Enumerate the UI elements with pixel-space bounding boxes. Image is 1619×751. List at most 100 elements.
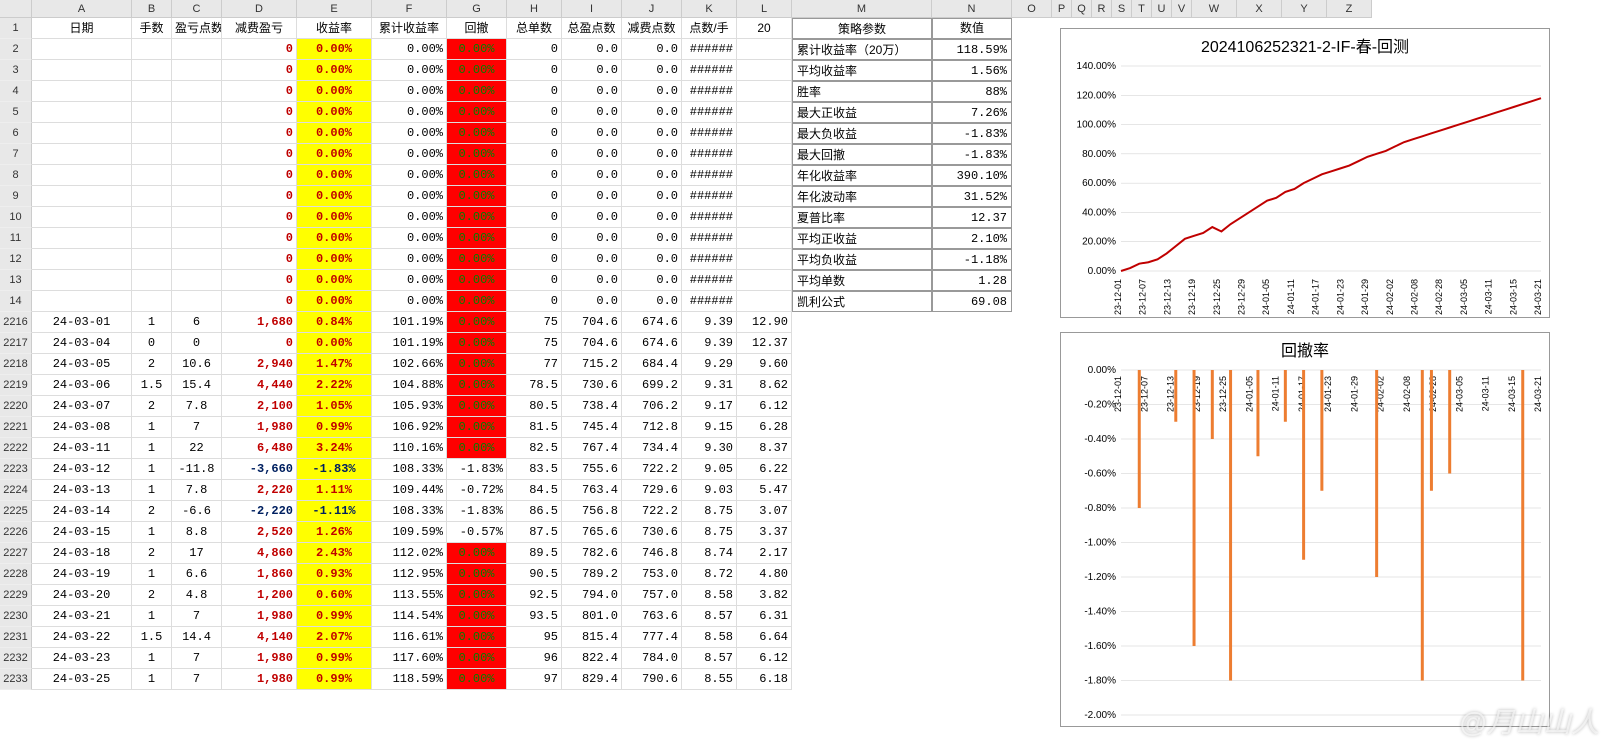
cell[interactable]: 7	[172, 606, 222, 627]
cell[interactable]	[737, 60, 792, 81]
cell[interactable]: 24-03-01	[32, 312, 132, 333]
cell[interactable]: 回撤	[447, 18, 507, 39]
col-header-V[interactable]: V	[1172, 0, 1192, 17]
col-header-N[interactable]: N	[932, 0, 1012, 17]
cell[interactable]: 2.43%	[297, 543, 372, 564]
cell[interactable]: 0	[507, 165, 562, 186]
cell[interactable]: 0.00%	[447, 186, 507, 207]
cell[interactable]: 0.00%	[372, 102, 447, 123]
col-header-C[interactable]: C	[172, 0, 222, 17]
cell[interactable]: 782.6	[562, 543, 622, 564]
cell[interactable]: 8.62	[737, 375, 792, 396]
cell[interactable]: 0.99%	[297, 669, 372, 690]
cell[interactable]: ######	[682, 165, 737, 186]
cell[interactable]: 日期	[32, 18, 132, 39]
cell[interactable]: 1	[132, 606, 172, 627]
cell[interactable]: 9.05	[682, 459, 737, 480]
cell[interactable]: 2	[132, 396, 172, 417]
cell[interactable]: 90.5	[507, 564, 562, 585]
cell[interactable]: 0.00%	[297, 207, 372, 228]
cell[interactable]: 822.4	[562, 648, 622, 669]
cell[interactable]: 113.55%	[372, 585, 447, 606]
col-header-O[interactable]: O	[1012, 0, 1052, 17]
cell[interactable]: 0.00%	[372, 144, 447, 165]
col-header-J[interactable]: J	[622, 0, 682, 17]
cell[interactable]	[32, 291, 132, 312]
col-header-A[interactable]: A	[32, 0, 132, 17]
row-header[interactable]: 11	[0, 228, 32, 249]
cell[interactable]: 0	[222, 207, 297, 228]
row-header[interactable]: 3	[0, 60, 32, 81]
cell[interactable]	[737, 186, 792, 207]
cell[interactable]: 8.75	[682, 522, 737, 543]
cell[interactable]: 3.24%	[297, 438, 372, 459]
cell[interactable]: 712.8	[622, 417, 682, 438]
cell[interactable]: 6.28	[737, 417, 792, 438]
cell[interactable]: ######	[682, 207, 737, 228]
cell[interactable]: 8.57	[682, 648, 737, 669]
cell[interactable]: 24-03-20	[32, 585, 132, 606]
cell[interactable]: 116.61%	[372, 627, 447, 648]
cell[interactable]: 745.4	[562, 417, 622, 438]
cell[interactable]: 7.8	[172, 396, 222, 417]
cell[interactable]: 0.0	[562, 186, 622, 207]
cell[interactable]: 3.82	[737, 585, 792, 606]
cell[interactable]: ######	[682, 270, 737, 291]
cell[interactable]: 0	[222, 39, 297, 60]
cell[interactable]: 0.00%	[447, 669, 507, 690]
cell[interactable]	[132, 81, 172, 102]
cell[interactable]	[172, 228, 222, 249]
row-header[interactable]: 2217	[0, 333, 32, 354]
cell[interactable]: 101.19%	[372, 312, 447, 333]
cell[interactable]	[32, 60, 132, 81]
cell[interactable]: 1,980	[222, 648, 297, 669]
cell[interactable]: 93.5	[507, 606, 562, 627]
cell[interactable]: 12.37	[737, 333, 792, 354]
cell[interactable]: 106.92%	[372, 417, 447, 438]
row-header[interactable]: 2232	[0, 648, 32, 669]
cell[interactable]: 1	[132, 669, 172, 690]
col-header-X[interactable]: X	[1237, 0, 1282, 17]
cell[interactable]: -1.83%	[297, 459, 372, 480]
row-header[interactable]: 2216	[0, 312, 32, 333]
cell[interactable]: 829.4	[562, 669, 622, 690]
cell[interactable]: 2,100	[222, 396, 297, 417]
col-header-G[interactable]: G	[447, 0, 507, 17]
cell[interactable]: 789.2	[562, 564, 622, 585]
cell[interactable]: ######	[682, 291, 737, 312]
cell[interactable]: 6,480	[222, 438, 297, 459]
cell[interactable]: 收益率	[297, 18, 372, 39]
row-header[interactable]: 1	[0, 18, 32, 39]
cells-bottom[interactable]: 24-03-01161,6800.84%101.19%0.00%75704.66…	[32, 312, 792, 690]
cell[interactable]: 763.6	[622, 606, 682, 627]
row-header[interactable]: 8	[0, 165, 32, 186]
cell[interactable]: 0	[222, 270, 297, 291]
cell[interactable]: 101.19%	[372, 333, 447, 354]
cell[interactable]: 22	[172, 438, 222, 459]
cell[interactable]: 0	[222, 123, 297, 144]
col-header-B[interactable]: B	[132, 0, 172, 17]
cell[interactable]: 0.00%	[297, 333, 372, 354]
cell[interactable]: 0.00%	[372, 249, 447, 270]
cell[interactable]: 0	[172, 333, 222, 354]
cell[interactable]: 86.5	[507, 501, 562, 522]
cell[interactable]: 24-03-06	[32, 375, 132, 396]
cell[interactable]: 763.4	[562, 480, 622, 501]
cell[interactable]: 83.5	[507, 459, 562, 480]
cell[interactable]	[172, 186, 222, 207]
cell[interactable]: 109.44%	[372, 480, 447, 501]
cell[interactable]: 0.0	[622, 123, 682, 144]
cell[interactable]: 0.00%	[372, 291, 447, 312]
cell[interactable]	[172, 249, 222, 270]
cell[interactable]: 4,440	[222, 375, 297, 396]
col-header-I[interactable]: I	[562, 0, 622, 17]
cell[interactable]: -1.83%	[447, 501, 507, 522]
col-header-H[interactable]: H	[507, 0, 562, 17]
cell[interactable]: 8.8	[172, 522, 222, 543]
cell[interactable]: 0.00%	[447, 102, 507, 123]
cell[interactable]: 109.59%	[372, 522, 447, 543]
row-header[interactable]: 13	[0, 270, 32, 291]
cell[interactable]: 0.00%	[372, 207, 447, 228]
cell[interactable]: 9.39	[682, 333, 737, 354]
cell[interactable]: 699.2	[622, 375, 682, 396]
